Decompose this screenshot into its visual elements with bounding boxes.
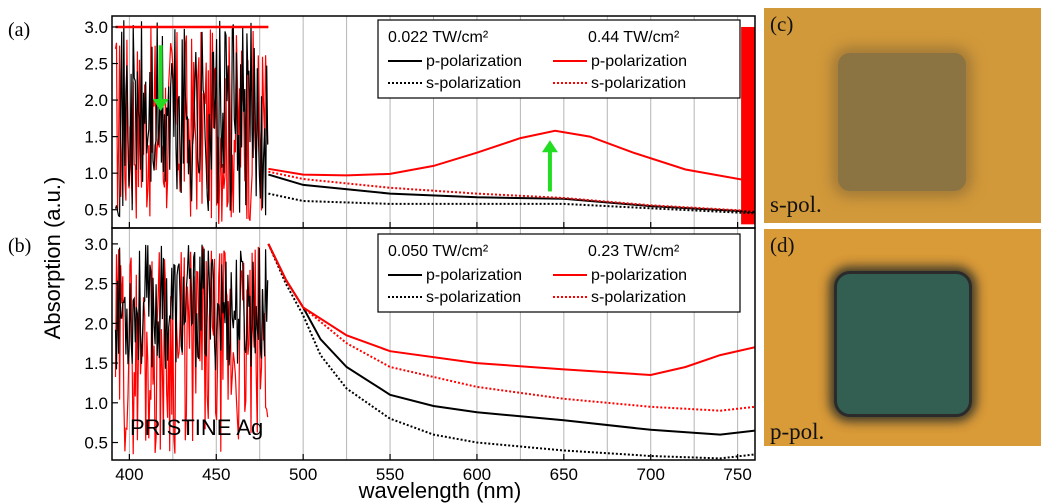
- y-tick-label: 1.0: [84, 164, 108, 183]
- photo-d-p-pol: (d) p-pol.: [764, 229, 1041, 446]
- black-noise-region: [114, 20, 269, 218]
- y-tick-label: 0.5: [84, 434, 108, 453]
- series-line: [267, 243, 755, 460]
- photo-c-label: (c): [770, 12, 794, 36]
- photo-d-label: (d): [770, 233, 795, 257]
- x-tick-label: 500: [289, 465, 317, 484]
- y-tick-label: 2.0: [84, 314, 108, 333]
- photo-c-s-pol: (c) s-pol.: [764, 8, 1041, 223]
- photo-d-square: [834, 271, 972, 417]
- legend-entry: s-polarization: [426, 75, 521, 92]
- photo-c-caption: s-pol.: [770, 192, 822, 217]
- legend-entry: p-polarization: [591, 267, 687, 284]
- legend-entry: p-polarization: [426, 53, 522, 70]
- legend-entry: p-polarization: [591, 53, 687, 70]
- series-line: [268, 192, 755, 215]
- panel-a-chart: 0.5 1.0 1.5 2.0 2.5 3.0 0.022 TW/cm² 0.44 TW/cm…: [84, 15, 756, 229]
- series-line: [268, 173, 755, 213]
- x-tick-label: 750: [723, 465, 751, 484]
- x-tick-label: 550: [376, 465, 404, 484]
- legend-header: 0.23 TW/cm²: [588, 243, 680, 260]
- panel-b-label: (b): [8, 235, 31, 257]
- x-tick-label: 450: [202, 465, 230, 484]
- x-axis-label: wavelength (nm): [358, 478, 522, 503]
- series-line: [268, 170, 755, 213]
- y-tick-label: 1.5: [84, 128, 108, 147]
- y-tick-label: 2.5: [84, 55, 108, 74]
- y-tick-label: 3.0: [84, 18, 108, 37]
- legend-header: 0.44 TW/cm²: [588, 29, 680, 46]
- series-line: [268, 129, 755, 183]
- red-edge-spike: [741, 26, 755, 225]
- x-tick-label: 650: [550, 465, 578, 484]
- legend-entry: p-polarization: [426, 267, 522, 284]
- legend-entry: s-polarization: [426, 289, 521, 306]
- x-tick-label: 600: [463, 465, 491, 484]
- legend-box: [377, 233, 741, 313]
- photo-c-square: [838, 53, 966, 191]
- legend-box: [377, 19, 741, 99]
- y-tick-label: 2.5: [84, 275, 108, 294]
- series-line: [267, 243, 755, 412]
- y-axis-label: Absorption (a.u.): [40, 177, 65, 340]
- photo-d-caption: p-pol.: [770, 419, 825, 444]
- y-tick-label: 1.0: [84, 394, 108, 413]
- x-tick-label: 400: [115, 465, 143, 484]
- legend-header: 0.050 TW/cm²: [388, 243, 489, 260]
- y-tick-label: 2.0: [84, 91, 108, 110]
- panel-a-label: (a): [8, 19, 30, 41]
- plot-frame: [111, 227, 756, 461]
- y-tick-label: 0.5: [84, 201, 108, 220]
- legend-entry: s-polarization: [591, 289, 686, 306]
- legend-entry: s-polarization: [591, 75, 686, 92]
- panel-b-inline-text: PRISTINE Ag: [130, 415, 263, 440]
- x-tick-label: 700: [637, 465, 665, 484]
- legend-header: 0.022 TW/cm²: [388, 29, 489, 46]
- panel-b-chart: 0.5 1.0 1.5 2.0 2.5 3.0 400 450 500 550 600 650 700 7…: [84, 227, 756, 484]
- green-arrow-head: [152, 99, 169, 112]
- y-tick-label: 1.5: [84, 354, 108, 373]
- black-noise-region: [114, 244, 269, 371]
- y-tick-label: 3.0: [84, 235, 108, 254]
- green-arrow-head: [541, 140, 558, 153]
